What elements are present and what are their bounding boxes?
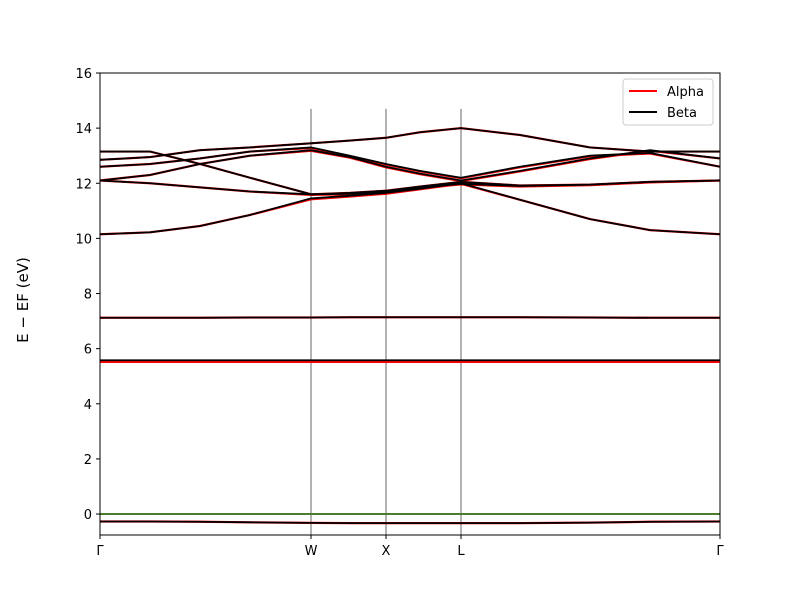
y-tick-label: 2 [84, 453, 92, 468]
legend: Alpha Beta [622, 78, 714, 126]
y-tick-label: 10 [75, 232, 92, 247]
x-tick-label: X [382, 544, 391, 559]
y-tick-label: 16 [75, 67, 92, 82]
x-tick-label: W [305, 544, 318, 559]
band-line [100, 150, 721, 196]
band-line [100, 520, 721, 525]
band-line [99, 127, 720, 161]
x-tick-label: Γ [716, 544, 724, 559]
y-tick-label: 12 [75, 177, 92, 192]
band-line [100, 316, 720, 319]
y-tick-label: 14 [75, 122, 92, 137]
legend-label: Alpha [667, 85, 704, 100]
y-tick-label: 8 [84, 288, 92, 303]
y-axis-label: E − EF (eV) [14, 257, 32, 343]
x-tick-label: Γ [96, 544, 104, 559]
y-tick-label: 4 [84, 398, 92, 413]
y-tick-label: 6 [84, 343, 92, 358]
y-tick-label: 0 [84, 508, 92, 523]
legend-label: Beta [667, 106, 697, 121]
plot-frame [99, 72, 721, 536]
band-line [99, 182, 721, 236]
band-line [99, 146, 721, 179]
x-tick-label: L [457, 544, 465, 559]
